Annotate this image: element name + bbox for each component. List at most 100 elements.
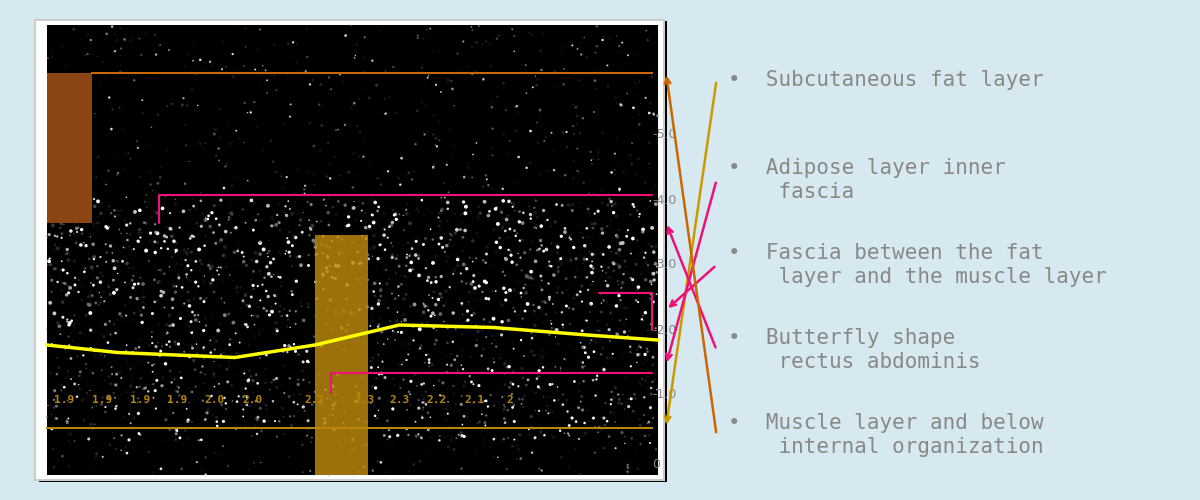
Point	[584, 360, 604, 368]
Point	[254, 202, 274, 210]
Point	[287, 186, 306, 194]
Point	[427, 464, 446, 472]
Point	[221, 229, 240, 237]
Point	[379, 230, 398, 237]
Point	[424, 164, 443, 172]
Point	[281, 100, 300, 108]
Point	[479, 402, 498, 410]
Point	[439, 188, 458, 196]
Point	[86, 173, 106, 181]
Point	[506, 102, 526, 110]
Point	[247, 430, 266, 438]
Point	[335, 466, 354, 474]
Point	[499, 362, 518, 370]
Point	[402, 279, 421, 287]
Point	[277, 216, 296, 224]
Point	[126, 208, 145, 216]
Point	[425, 340, 444, 348]
Point	[480, 231, 499, 239]
Point	[400, 345, 419, 353]
Point	[595, 444, 614, 452]
Point	[413, 64, 432, 72]
Point	[562, 100, 581, 108]
Point	[488, 454, 508, 462]
Point	[366, 198, 385, 206]
Point	[458, 324, 478, 332]
Point	[628, 286, 647, 294]
Point	[150, 320, 169, 328]
Point	[611, 311, 630, 319]
Point	[546, 218, 565, 226]
Point	[52, 286, 71, 294]
Point	[318, 138, 337, 146]
Point	[634, 334, 653, 342]
Point	[468, 182, 487, 190]
Point	[212, 65, 232, 73]
Point	[359, 301, 378, 309]
Point	[575, 135, 594, 143]
Point	[44, 310, 64, 318]
Point	[414, 405, 433, 413]
Point	[185, 294, 204, 302]
Point	[270, 218, 289, 226]
Point	[354, 68, 373, 76]
Point	[56, 250, 76, 258]
Point	[487, 310, 506, 318]
Point	[305, 244, 324, 252]
Point	[611, 253, 630, 261]
Point	[586, 220, 605, 228]
Point	[251, 250, 270, 258]
Point	[139, 238, 158, 246]
Point	[47, 60, 66, 68]
Point	[313, 249, 332, 257]
Point	[494, 392, 514, 400]
Point	[401, 265, 420, 273]
Point	[203, 276, 222, 284]
Point	[444, 270, 463, 278]
Point	[370, 280, 389, 287]
Point	[313, 286, 332, 294]
Point	[646, 62, 665, 70]
Point	[269, 324, 288, 332]
Point	[643, 270, 662, 278]
Point	[164, 376, 184, 384]
Point	[582, 262, 601, 270]
Point	[190, 318, 209, 326]
Point	[115, 36, 134, 44]
Point	[254, 417, 274, 425]
Point	[370, 221, 389, 229]
Point	[310, 298, 329, 306]
Point	[158, 234, 178, 241]
Point	[120, 211, 139, 219]
Point	[378, 168, 397, 175]
Point	[257, 406, 276, 413]
Point	[620, 119, 640, 127]
Point	[290, 252, 310, 260]
Point	[146, 404, 166, 412]
Point	[463, 258, 482, 266]
Point	[77, 396, 96, 404]
Point	[460, 168, 479, 176]
Point	[122, 108, 142, 116]
Point	[176, 216, 196, 224]
Point	[350, 444, 370, 452]
Point	[306, 326, 325, 334]
Point	[629, 368, 648, 376]
Point	[463, 399, 482, 407]
Point	[266, 330, 286, 338]
Point	[175, 214, 194, 222]
Point	[221, 336, 240, 344]
Point	[642, 326, 661, 334]
Point	[200, 425, 220, 433]
Point	[332, 370, 352, 378]
Point	[498, 406, 517, 414]
Point	[318, 324, 337, 332]
Point	[343, 204, 362, 212]
Point	[598, 282, 617, 290]
Point	[72, 226, 91, 234]
Point	[41, 274, 60, 281]
Point	[583, 224, 602, 232]
Point	[169, 284, 188, 292]
Point	[302, 273, 322, 281]
Point	[74, 238, 94, 246]
